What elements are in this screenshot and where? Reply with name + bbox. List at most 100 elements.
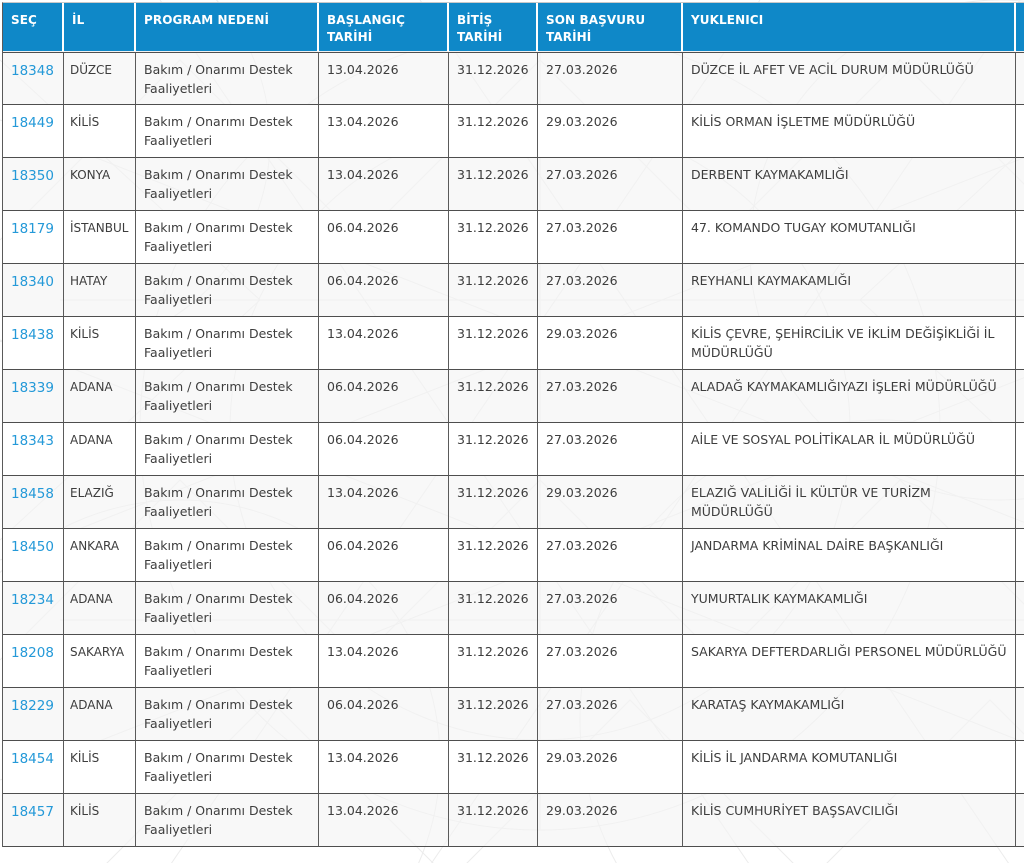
cell-yuklenici: ELAZIĞ VALİLİĞİ İL KÜLTÜR VE TURİZM MÜDÜ…: [683, 475, 1016, 529]
column-header-baslangic: BAŞLANGIÇ TARİHİ: [319, 3, 449, 52]
cell-il: HATAY: [64, 263, 136, 317]
column-header-son-basvuru: SON BAŞVURU TARİHİ: [538, 3, 683, 52]
cell-bitis: 31.12.2026: [449, 104, 538, 158]
program-id-link[interactable]: 18339: [11, 379, 54, 396]
table-row: 18457 KİLİS Bakım / Onarımı Destek Faaliye…: [3, 793, 1024, 847]
cell-baslangic: 06.04.2026: [319, 422, 449, 476]
cell-extra: [1016, 422, 1024, 476]
cell-bitis: 31.12.2026: [449, 528, 538, 582]
cell-il: ELAZIĞ: [64, 475, 136, 529]
cell-son-basvuru: 27.03.2026: [538, 210, 683, 264]
cell-program-nedeni: Bakım / Onarımı Destek Faaliyetleri: [136, 687, 319, 741]
cell-extra: [1016, 475, 1024, 529]
cell-bitis: 31.12.2026: [449, 422, 538, 476]
cell-extra: [1016, 740, 1024, 794]
program-id-link[interactable]: 18449: [11, 114, 54, 131]
cell-extra: [1016, 210, 1024, 264]
program-id-link[interactable]: 18450: [11, 538, 54, 555]
cell-program-nedeni: Bakım / Onarımı Destek Faaliyetleri: [136, 422, 319, 476]
cell-bitis: 31.12.2026: [449, 793, 538, 847]
cell-sec: 18450: [3, 528, 64, 582]
cell-il: ADANA: [64, 422, 136, 476]
cell-baslangic: 06.04.2026: [319, 369, 449, 423]
cell-baslangic: 06.04.2026: [319, 528, 449, 582]
cell-yuklenici: 47. KOMANDO TUGAY KOMUTANLIĞI: [683, 210, 1016, 264]
cell-extra: [1016, 369, 1024, 423]
table-row: 18339 ADANA Bakım / Onarımı Destek Faaliye…: [3, 369, 1024, 423]
cell-son-basvuru: 29.03.2026: [538, 316, 683, 370]
cell-il: KİLİS: [64, 793, 136, 847]
cell-program-nedeni: Bakım / Onarımı Destek Faaliyetleri: [136, 210, 319, 264]
cell-baslangic: 06.04.2026: [319, 263, 449, 317]
cell-yuklenici: REYHANLI KAYMAKAMLIĞI: [683, 263, 1016, 317]
cell-sec: 18234: [3, 581, 64, 635]
cell-son-basvuru: 27.03.2026: [538, 528, 683, 582]
cell-program-nedeni: Bakım / Onarımı Destek Faaliyetleri: [136, 263, 319, 317]
column-header-yuklenici: YUKLENICI: [683, 3, 1016, 52]
cell-son-basvuru: 27.03.2026: [538, 422, 683, 476]
program-id-link[interactable]: 18348: [11, 62, 54, 79]
cell-bitis: 31.12.2026: [449, 157, 538, 211]
table-row: 18348 DÜZCE Bakım / Onarımı Destek Faaliye…: [3, 51, 1024, 105]
cell-sec: 18208: [3, 634, 64, 688]
cell-program-nedeni: Bakım / Onarımı Destek Faaliyetleri: [136, 793, 319, 847]
program-id-link[interactable]: 18343: [11, 432, 54, 449]
cell-yuklenici: DÜZCE İL AFET VE ACİL DURUM MÜDÜRLÜĞÜ: [683, 51, 1016, 105]
column-header-program-nedeni: PROGRAM NEDENİ: [136, 3, 319, 52]
cell-bitis: 31.12.2026: [449, 740, 538, 794]
cell-son-basvuru: 27.03.2026: [538, 157, 683, 211]
cell-extra: [1016, 316, 1024, 370]
program-id-link[interactable]: 18454: [11, 750, 54, 767]
cell-program-nedeni: Bakım / Onarımı Destek Faaliyetleri: [136, 316, 319, 370]
program-id-link[interactable]: 18340: [11, 273, 54, 290]
cell-baslangic: 13.04.2026: [319, 316, 449, 370]
cell-bitis: 31.12.2026: [449, 581, 538, 635]
program-id-link[interactable]: 18350: [11, 167, 54, 184]
cell-il: ADANA: [64, 687, 136, 741]
cell-yuklenici: JANDARMA KRİMİNAL DAİRE BAŞKANLIĞI: [683, 528, 1016, 582]
program-id-link[interactable]: 18457: [11, 803, 54, 820]
cell-baslangic: 13.04.2026: [319, 740, 449, 794]
cell-yuklenici: SAKARYA DEFTERDARLIĞI PERSONEL MÜDÜRLÜĞÜ: [683, 634, 1016, 688]
cell-son-basvuru: 29.03.2026: [538, 104, 683, 158]
cell-extra: [1016, 634, 1024, 688]
cell-il: KİLİS: [64, 740, 136, 794]
table-row: 18229 ADANA Bakım / Onarımı Destek Faaliye…: [3, 687, 1024, 741]
cell-extra: [1016, 581, 1024, 635]
program-id-link[interactable]: 18438: [11, 326, 54, 343]
cell-bitis: 31.12.2026: [449, 687, 538, 741]
cell-bitis: 31.12.2026: [449, 210, 538, 264]
cell-baslangic: 13.04.2026: [319, 634, 449, 688]
cell-bitis: 31.12.2026: [449, 369, 538, 423]
programs-table: SEÇ İL PROGRAM NEDENİ BAŞLANGIÇ TARİHİ B…: [2, 2, 1024, 847]
cell-sec: 18179: [3, 210, 64, 264]
cell-yuklenici: ALADAĞ KAYMAKAMLIĞIYAZI İŞLERİ MÜDÜRLÜĞÜ: [683, 369, 1016, 423]
cell-il: ANKARA: [64, 528, 136, 582]
program-id-link[interactable]: 18208: [11, 644, 54, 661]
cell-sec: 18339: [3, 369, 64, 423]
program-id-link[interactable]: 18229: [11, 697, 54, 714]
cell-yuklenici: KARATAŞ KAYMAKAMLIĞI: [683, 687, 1016, 741]
cell-bitis: 31.12.2026: [449, 263, 538, 317]
program-id-link[interactable]: 18234: [11, 591, 54, 608]
cell-yuklenici: KİLİS ÇEVRE, ŞEHİRCİLİK VE İKLİM DEĞİŞİK…: [683, 316, 1016, 370]
program-id-link[interactable]: 18458: [11, 485, 54, 502]
cell-sec: 18454: [3, 740, 64, 794]
table-row: 18340 HATAY Bakım / Onarımı Destek Faaliye…: [3, 263, 1024, 317]
column-header-bitis: BİTİŞ TARİHİ: [449, 3, 538, 52]
cell-sec: 18438: [3, 316, 64, 370]
cell-son-basvuru: 27.03.2026: [538, 687, 683, 741]
table-row: 18454 KİLİS Bakım / Onarımı Destek Faaliye…: [3, 740, 1024, 794]
cell-il: KİLİS: [64, 316, 136, 370]
cell-son-basvuru: 27.03.2026: [538, 263, 683, 317]
cell-baslangic: 06.04.2026: [319, 687, 449, 741]
cell-extra: [1016, 104, 1024, 158]
cell-son-basvuru: 27.03.2026: [538, 634, 683, 688]
cell-extra: [1016, 51, 1024, 105]
program-id-link[interactable]: 18179: [11, 220, 54, 237]
cell-extra: [1016, 687, 1024, 741]
cell-il: SAKARYA: [64, 634, 136, 688]
cell-bitis: 31.12.2026: [449, 634, 538, 688]
cell-son-basvuru: 27.03.2026: [538, 51, 683, 105]
cell-il: ADANA: [64, 369, 136, 423]
